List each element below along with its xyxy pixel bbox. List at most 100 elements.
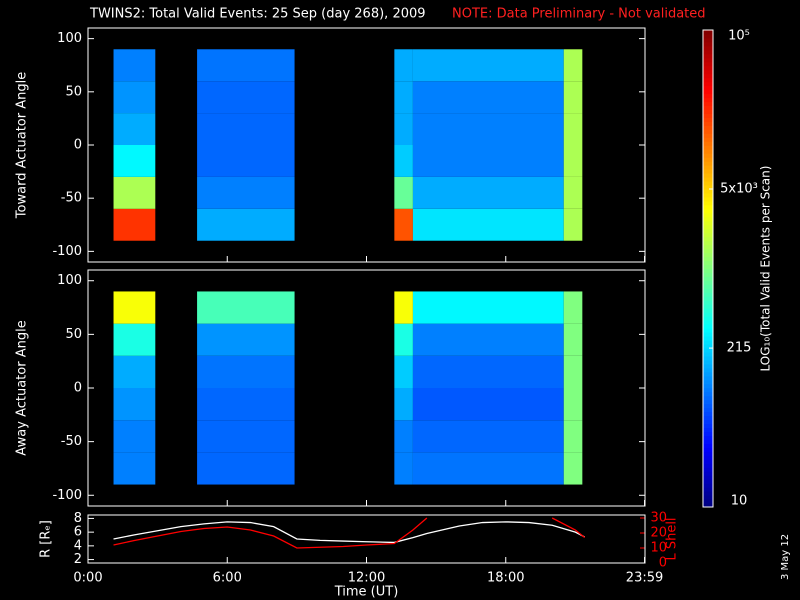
y2-tick-label: 20 bbox=[650, 526, 667, 541]
heat-cell bbox=[394, 452, 413, 485]
colorbar-swatch bbox=[703, 348, 713, 353]
y2-tick-label: 0 bbox=[659, 556, 667, 571]
colorbar-swatch bbox=[703, 260, 713, 266]
heat-cell bbox=[113, 452, 156, 485]
colorbar-swatch bbox=[703, 332, 713, 337]
heat-cell bbox=[563, 176, 583, 209]
colorbar-swatch bbox=[703, 121, 713, 126]
colorbar-swatch bbox=[703, 479, 713, 484]
colorbar-swatch bbox=[703, 117, 713, 122]
colorbar-swatch bbox=[703, 228, 713, 234]
heat-cell bbox=[412, 291, 564, 324]
colorbar-tick-label: 10 bbox=[731, 494, 748, 509]
colorbar-swatch bbox=[703, 37, 713, 43]
heat-cell bbox=[412, 208, 564, 241]
y2-tick-label: 10 bbox=[650, 541, 667, 556]
heat-cell bbox=[113, 176, 156, 209]
colorbar-swatch bbox=[703, 85, 713, 91]
colorbar-swatch bbox=[703, 415, 713, 421]
y-tick-label: 6 bbox=[74, 525, 82, 540]
colorbar-swatch bbox=[703, 113, 713, 118]
colorbar-swatch bbox=[703, 439, 713, 444]
colorbar-swatch bbox=[703, 443, 713, 448]
heat-cell bbox=[113, 49, 156, 82]
heat-cell bbox=[563, 420, 583, 453]
colorbar-swatch bbox=[703, 391, 713, 397]
colorbar-tick-label: 10⁵ bbox=[728, 29, 750, 44]
colorbar-swatch bbox=[703, 455, 713, 460]
colorbar-swatch bbox=[703, 463, 713, 468]
heat-cell bbox=[394, 323, 413, 356]
y-tick-label: 100 bbox=[57, 273, 82, 288]
colorbar-swatch bbox=[703, 268, 713, 273]
colorbar-swatch bbox=[703, 53, 713, 59]
colorbar-swatch bbox=[703, 483, 713, 488]
x-axis-label: Time (UT) bbox=[334, 585, 399, 600]
colorbar-swatch bbox=[703, 471, 713, 476]
colorbar-swatch bbox=[703, 423, 713, 428]
heat-cell bbox=[412, 355, 564, 388]
colorbar-swatch bbox=[703, 145, 713, 150]
heat-cell bbox=[563, 145, 583, 177]
x-tick-label: 6:00 bbox=[213, 571, 242, 586]
colorbar-swatch bbox=[703, 371, 713, 377]
colorbar-swatch bbox=[703, 395, 713, 401]
y-axis-label: Toward Actuator Angle bbox=[15, 72, 30, 219]
colorbar-swatch bbox=[703, 208, 713, 214]
heat-cell bbox=[394, 81, 413, 114]
x-tick-label: 0:00 bbox=[73, 571, 102, 586]
heat-cell bbox=[563, 388, 583, 421]
colorbar-swatch bbox=[703, 224, 713, 230]
y-tick-label: 2 bbox=[74, 552, 82, 567]
colorbar-swatch bbox=[703, 181, 713, 186]
colorbar-swatch bbox=[703, 264, 713, 269]
heat-cell bbox=[563, 81, 583, 114]
plot-area bbox=[113, 291, 583, 485]
colorbar-swatch bbox=[703, 328, 713, 333]
colorbar-swatch bbox=[703, 240, 713, 246]
heat-cell bbox=[563, 452, 583, 485]
colorbar-swatch bbox=[703, 467, 713, 472]
colorbar-swatch bbox=[703, 93, 713, 99]
heat-cell bbox=[113, 420, 156, 453]
y2-axis-label: L Shell bbox=[665, 517, 680, 560]
colorbar-swatch bbox=[703, 312, 713, 317]
series-line bbox=[113, 521, 585, 544]
colorbar-swatch bbox=[703, 387, 713, 393]
heat-cell bbox=[394, 49, 413, 82]
heat-cell bbox=[113, 355, 156, 388]
colorbar-swatch bbox=[703, 200, 713, 206]
heat-cell bbox=[563, 355, 583, 388]
heat-cell bbox=[412, 323, 564, 356]
y-tick-label: -50 bbox=[61, 191, 82, 206]
colorbar-tick-label: 5x10³ bbox=[720, 181, 758, 196]
colorbar-swatch bbox=[703, 320, 713, 325]
y-tick-label: 50 bbox=[65, 327, 82, 342]
x-tick-label: 23:59 bbox=[626, 571, 663, 586]
heat-cell bbox=[412, 113, 564, 145]
heat-cell bbox=[412, 81, 564, 114]
colorbar-swatch bbox=[703, 495, 713, 500]
heat-cell bbox=[113, 145, 156, 177]
colorbar-swatch bbox=[703, 109, 713, 114]
colorbar-swatch bbox=[703, 419, 713, 425]
colorbar-swatch bbox=[703, 30, 713, 35]
heat-cell bbox=[412, 452, 564, 485]
heat-cell bbox=[113, 113, 156, 145]
heat-cell bbox=[412, 145, 564, 177]
colorbar-swatch bbox=[703, 316, 713, 321]
colorbar-swatch bbox=[703, 220, 713, 226]
heat-cell bbox=[197, 49, 295, 82]
heat-cell bbox=[394, 176, 413, 209]
colorbar-swatch bbox=[703, 129, 713, 134]
colorbar-swatch bbox=[703, 157, 713, 162]
heat-cell bbox=[113, 323, 156, 356]
y-tick-label: 50 bbox=[65, 84, 82, 99]
colorbar-swatch bbox=[703, 81, 713, 87]
heat-cell bbox=[394, 291, 413, 324]
colorbar-swatch bbox=[703, 292, 713, 297]
plot-area bbox=[113, 49, 583, 241]
colorbar-swatch bbox=[703, 431, 713, 436]
y-tick-label: -50 bbox=[61, 434, 82, 449]
heat-cell bbox=[197, 452, 295, 485]
